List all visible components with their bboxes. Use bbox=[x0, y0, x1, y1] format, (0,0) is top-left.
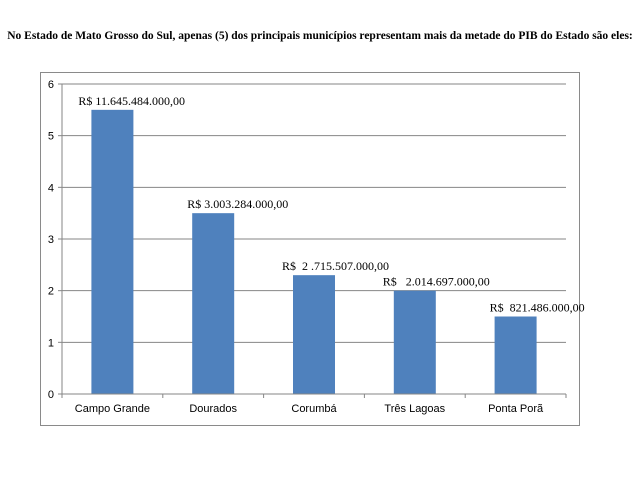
y-tick-label: 2 bbox=[48, 286, 54, 298]
bar-data-label: R$ 2.014.697.000,00 bbox=[383, 275, 490, 289]
bar-layer bbox=[91, 109, 537, 394]
bar-ponta-por- bbox=[494, 316, 537, 394]
bar-corumb- bbox=[293, 275, 335, 394]
bar-dourados bbox=[192, 213, 235, 394]
chart-title: No Estado de Mato Grosso do Sul, apenas … bbox=[7, 30, 633, 42]
bar-campo-grande bbox=[91, 109, 134, 394]
y-tick-label: 0 bbox=[48, 389, 54, 401]
y-tick-label: 5 bbox=[48, 131, 54, 143]
x-tick-label: Ponta Porã bbox=[488, 403, 544, 415]
x-tick-label: Dourados bbox=[189, 403, 237, 415]
bar-data-label: R$ 821.486.000,00 bbox=[490, 301, 585, 315]
bar-data-label: R$ 11.645.484.000,00 bbox=[78, 94, 185, 108]
y-tick-label: 6 bbox=[48, 79, 54, 91]
bar-data-label: R$ 2 .715.507.000,00 bbox=[282, 259, 389, 273]
axis-layer: 0 1 2 3 4 5 6 bbox=[48, 79, 567, 401]
y-tick-label: 1 bbox=[48, 337, 54, 349]
x-tick-label: Três Lagoas bbox=[384, 403, 445, 415]
y-tick-label: 4 bbox=[48, 182, 54, 194]
y-tick-label: 3 bbox=[48, 234, 54, 246]
bar-tr-s-lagoas bbox=[393, 290, 436, 394]
x-tick-label: Campo Grande bbox=[75, 403, 150, 415]
label-layer: Campo Grande R$ 11.645.484.000,00 Dourados… bbox=[75, 94, 585, 415]
bar-data-label: R$ 3.003.284.000,00 bbox=[187, 197, 288, 211]
x-tick-label: Corumbá bbox=[291, 403, 337, 415]
